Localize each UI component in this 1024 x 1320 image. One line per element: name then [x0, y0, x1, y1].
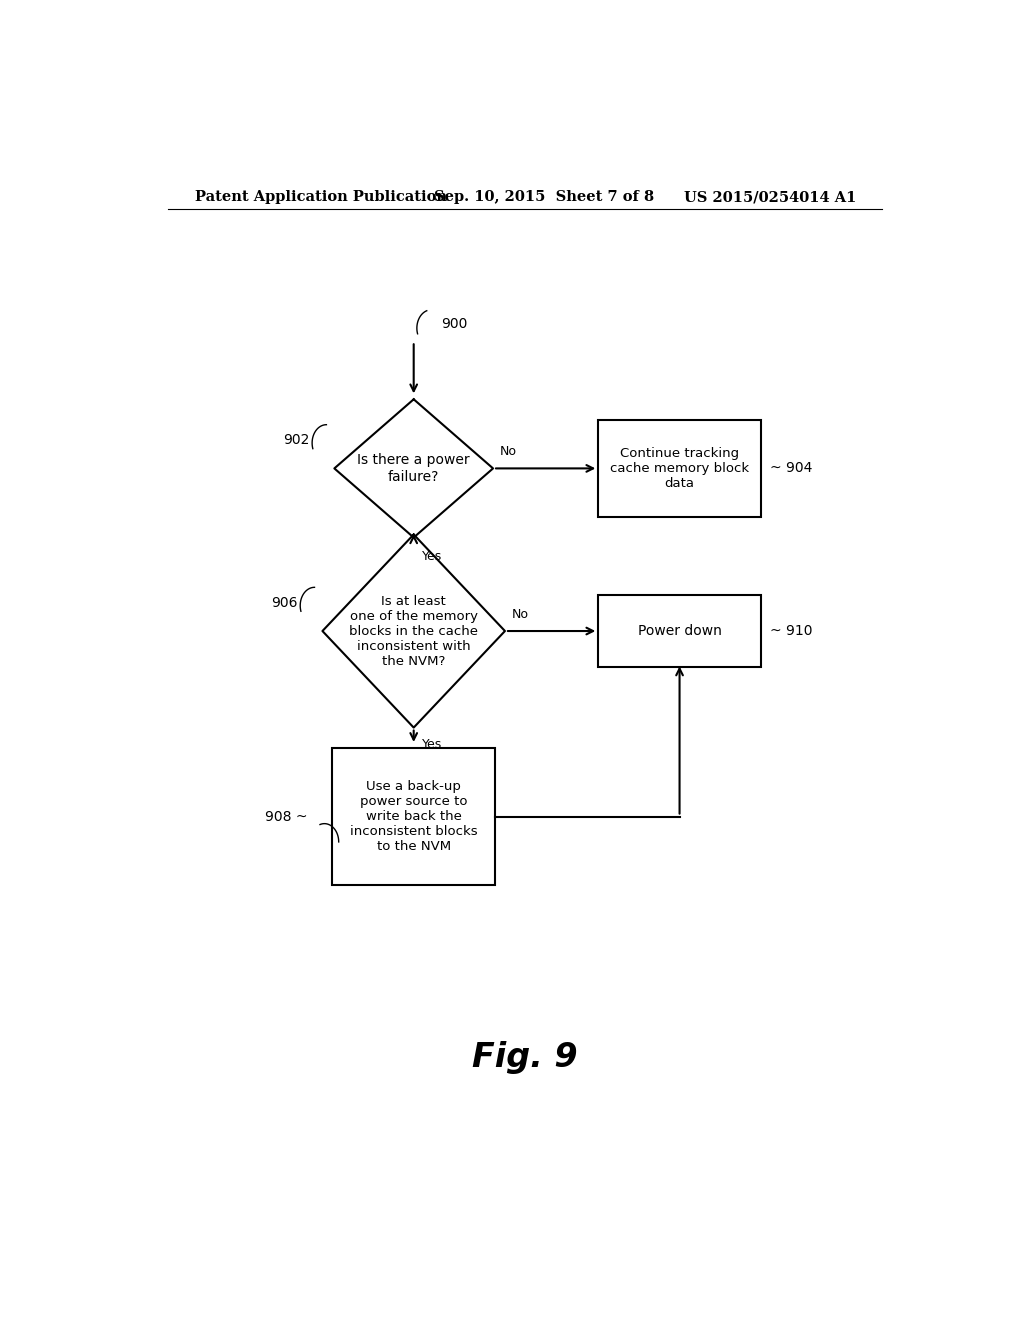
- Text: No: No: [511, 607, 528, 620]
- Text: ~ 904: ~ 904: [770, 462, 813, 475]
- Text: 900: 900: [441, 317, 468, 331]
- Bar: [333, 748, 495, 886]
- Text: No: No: [500, 445, 516, 458]
- Bar: [598, 420, 761, 516]
- Text: Fig. 9: Fig. 9: [472, 1041, 578, 1074]
- Text: 906: 906: [270, 595, 297, 610]
- Text: US 2015/0254014 A1: US 2015/0254014 A1: [684, 190, 856, 205]
- Text: Patent Application Publication: Patent Application Publication: [196, 190, 447, 205]
- Text: Sep. 10, 2015  Sheet 7 of 8: Sep. 10, 2015 Sheet 7 of 8: [433, 190, 653, 205]
- Text: ~ 910: ~ 910: [770, 624, 813, 638]
- Text: 902: 902: [283, 433, 309, 447]
- Text: 908 ~: 908 ~: [265, 809, 307, 824]
- Text: Yes: Yes: [422, 550, 442, 562]
- Text: Continue tracking
cache memory block
data: Continue tracking cache memory block dat…: [610, 447, 750, 490]
- Text: Is at least
one of the memory
blocks in the cache
inconsistent with
the NVM?: Is at least one of the memory blocks in …: [349, 594, 478, 668]
- Text: Is there a power
failure?: Is there a power failure?: [357, 453, 470, 483]
- Text: Power down: Power down: [638, 624, 722, 638]
- Text: Yes: Yes: [422, 738, 442, 751]
- Bar: [598, 595, 761, 667]
- Text: Use a back-up
power source to
write back the
inconsistent blocks
to the NVM: Use a back-up power source to write back…: [350, 780, 477, 853]
